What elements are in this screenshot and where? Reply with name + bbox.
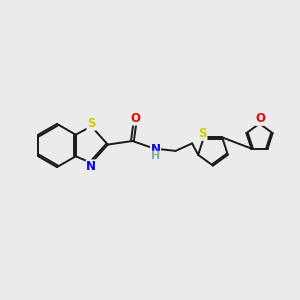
Text: O: O [131,112,141,125]
Text: S: S [198,127,207,140]
Text: N: N [151,143,160,157]
Text: N: N [86,160,96,173]
Text: O: O [256,112,266,125]
Text: S: S [87,117,96,130]
Text: H: H [151,151,160,161]
